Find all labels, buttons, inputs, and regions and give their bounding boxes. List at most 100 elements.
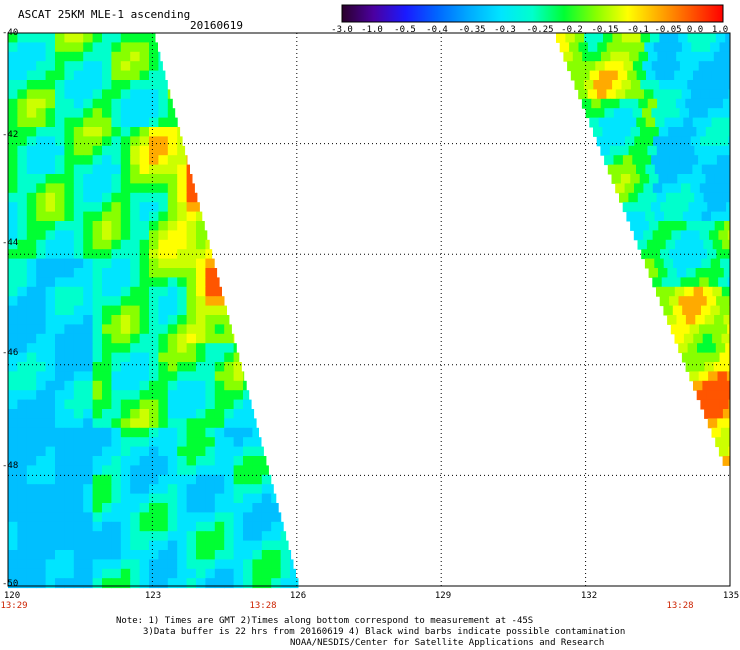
swath-cell — [111, 164, 122, 175]
swath-cell — [139, 258, 150, 269]
swath-cell — [707, 155, 718, 166]
swath-cell — [130, 230, 141, 241]
swath-cell — [582, 51, 593, 62]
swath-cell — [658, 174, 669, 184]
swath-cell — [186, 390, 197, 401]
swath-cell — [64, 202, 75, 213]
swath-cell — [45, 136, 56, 147]
swath-cell — [672, 305, 683, 316]
swath-cell — [102, 465, 112, 476]
swath-cell — [111, 550, 122, 560]
swath-cell — [290, 550, 292, 560]
swath-cell — [26, 550, 37, 560]
swath-cell — [92, 61, 103, 72]
swath-cell — [17, 550, 28, 560]
swath-cell — [45, 324, 56, 335]
swath-cell — [17, 521, 28, 532]
swath-cell — [55, 324, 65, 335]
swath-cell — [83, 98, 94, 109]
swath-cell — [36, 286, 47, 297]
swath-cell — [17, 192, 28, 203]
swath-cell — [92, 540, 103, 551]
swath-cell — [713, 145, 724, 156]
swath-cell — [672, 89, 683, 100]
swath-cell — [727, 324, 731, 335]
swath-cell — [26, 70, 37, 81]
swath-cell — [632, 108, 643, 119]
swath-cell — [196, 427, 206, 438]
swath-cell — [45, 446, 56, 457]
swath-cell — [139, 98, 150, 109]
swath-cell — [102, 89, 112, 100]
swath-cell — [102, 230, 112, 241]
swath-cell — [92, 568, 103, 579]
swath-cell — [8, 409, 18, 419]
swath-cell — [214, 521, 225, 532]
swath-cell — [55, 578, 65, 589]
swath-cell — [233, 371, 244, 382]
swath-cell — [111, 343, 122, 354]
swath-cell — [196, 437, 206, 448]
swath-cell — [139, 512, 150, 523]
swath-cell — [130, 61, 141, 72]
swath-cell — [139, 352, 150, 363]
swath-cell — [73, 399, 84, 410]
swath-cell — [120, 521, 131, 532]
swath-cell — [617, 117, 628, 128]
swath-cell — [214, 286, 222, 297]
swath-cell — [196, 333, 206, 344]
swath-cell — [177, 211, 188, 222]
swath-cell — [83, 512, 94, 523]
swath-cell — [214, 512, 225, 523]
swath-cell — [676, 268, 687, 278]
swath-cell — [73, 418, 84, 429]
swath-cell — [186, 503, 197, 513]
swath-cell — [149, 164, 159, 175]
swath-cell — [728, 183, 731, 194]
swath-cell — [55, 258, 65, 269]
swath-cell — [639, 174, 650, 184]
swath-cell — [186, 550, 197, 560]
swath-cell — [665, 286, 676, 297]
swath-cell — [683, 164, 693, 175]
swath-cell — [149, 221, 159, 231]
swath-cell — [139, 568, 150, 579]
swath-cell — [186, 437, 197, 448]
swath-cell — [233, 484, 244, 495]
swath-cell — [139, 108, 150, 119]
colorbar-tick: -0.4 — [426, 25, 448, 35]
swath-cell — [149, 446, 159, 457]
swath-cell — [233, 409, 244, 419]
swath-cell — [102, 343, 112, 354]
swath-cell — [723, 268, 731, 278]
swath-cell — [45, 578, 56, 589]
swath-cell — [149, 380, 159, 391]
swath-cell — [36, 550, 47, 560]
swath-cell — [36, 202, 47, 213]
swath-cell — [205, 446, 216, 457]
swath-cell — [8, 578, 18, 589]
lon-label: 123 — [144, 591, 162, 601]
swath-time-label: 13:28 — [249, 601, 277, 611]
swath-cell — [26, 427, 37, 438]
swath-cell — [233, 512, 244, 523]
swath-cell — [214, 484, 225, 495]
swath-cell — [111, 89, 122, 100]
swath-cell — [177, 249, 188, 260]
swath-cell — [102, 399, 112, 410]
swath-cell — [45, 51, 56, 62]
swath-cell — [111, 456, 122, 466]
swath-cell — [698, 108, 709, 119]
swath-cell — [271, 568, 282, 579]
swath-cell — [186, 343, 197, 354]
swath-cell — [233, 456, 244, 466]
swath-cell — [36, 268, 47, 278]
swath-cell — [120, 484, 131, 495]
swath-cell — [55, 437, 65, 448]
swath-cell — [224, 540, 235, 551]
swath-cell — [214, 399, 225, 410]
swath-cell — [102, 202, 112, 213]
swath-cell — [17, 371, 28, 382]
swath-cell — [655, 70, 666, 81]
colorbar-tick: -0.35 — [458, 25, 486, 35]
